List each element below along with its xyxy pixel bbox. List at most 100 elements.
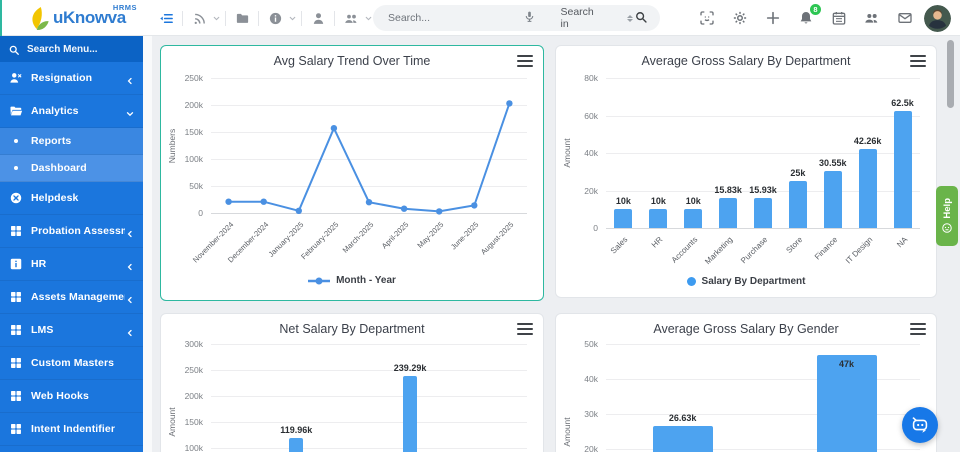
gridline <box>211 186 527 187</box>
x-axis-tick: Store <box>784 235 805 255</box>
chart-legend: Salary By Department <box>556 276 936 287</box>
gear-icon[interactable] <box>729 7 751 29</box>
sidebar-item-lms[interactable]: LMS <box>0 314 143 347</box>
microphone-icon[interactable] <box>523 10 539 26</box>
sidebar-item-label: LMS <box>31 324 54 336</box>
sidebar-item-web-hooks[interactable]: Web Hooks <box>0 380 143 413</box>
toolbar-divider <box>258 10 259 26</box>
sidebar-item-reports[interactable]: Reports <box>0 128 143 155</box>
legend-dot-marker <box>686 277 696 286</box>
chart-menu-icon[interactable] <box>910 322 926 336</box>
bar-value-label: 25k <box>790 168 806 179</box>
legend-line-marker <box>308 277 331 284</box>
notification-badge: 8 <box>809 3 822 16</box>
search-submit-icon[interactable] <box>634 10 650 26</box>
sidebar-item-dashboard[interactable]: Dashboard <box>0 155 143 182</box>
user-avatar[interactable] <box>924 5 951 32</box>
chevron-down-icon[interactable] <box>288 14 297 23</box>
gridline <box>211 213 527 214</box>
gridline <box>606 228 920 229</box>
grid-icon <box>8 323 23 338</box>
grid-icon <box>8 422 23 437</box>
chevron-down-icon[interactable] <box>364 14 373 23</box>
gridline <box>606 115 920 117</box>
chatbot-button[interactable] <box>902 407 938 443</box>
bar <box>754 198 772 228</box>
y-axis-tick: 250k <box>184 365 203 375</box>
calendar-icon[interactable] <box>828 7 850 29</box>
rss-icon[interactable] <box>187 6 211 30</box>
sidebar-item-assets-management[interactable]: Assets Management <box>0 281 143 314</box>
chevron-down-icon[interactable] <box>212 14 221 23</box>
sidebar-item-resignation[interactable]: Resignation <box>0 62 143 95</box>
sidebar-item-label: Assets Management <box>31 291 125 303</box>
brand-logo[interactable]: uKnowva HRMS <box>10 0 143 36</box>
bell-icon[interactable]: 8 <box>795 3 822 29</box>
chart-menu-icon[interactable] <box>517 322 533 336</box>
x-axis-tick: August-2025 <box>479 220 516 257</box>
plus-icon[interactable] <box>762 7 784 29</box>
x-axis-tick: NA <box>894 235 909 250</box>
folder-icon[interactable] <box>230 6 254 30</box>
y-axis-tick: 30k <box>584 409 598 419</box>
bar-value-label: 10k <box>650 196 666 207</box>
sidebar-search[interactable] <box>0 36 143 62</box>
help-tab[interactable]: Help <box>936 186 958 246</box>
vertical-scrollbar-thumb[interactable] <box>947 40 954 108</box>
sidebar-search-input[interactable] <box>27 43 135 55</box>
face-scan-icon[interactable] <box>696 7 718 29</box>
y-axis-tick: 250k <box>184 73 203 83</box>
y-axis-tick: 300k <box>184 339 203 349</box>
data-point <box>400 205 408 212</box>
sidebar-item-analytics[interactable]: Analytics <box>0 95 143 128</box>
data-point <box>471 202 478 209</box>
search-input[interactable] <box>373 12 523 24</box>
grid-icon <box>8 389 23 404</box>
toolbar-divider <box>225 10 226 26</box>
info-icon[interactable] <box>263 6 287 30</box>
team-icon[interactable] <box>861 7 883 29</box>
y-axis-tick: 50k <box>189 181 203 191</box>
chart-menu-icon[interactable] <box>910 54 926 68</box>
users-icon[interactable] <box>339 6 363 30</box>
bar-value-label: 62.5k <box>891 97 914 108</box>
chart-menu-icon[interactable] <box>517 54 533 68</box>
sidebar-item-label: Web Hooks <box>31 390 89 402</box>
sidebar-item-helpdesk[interactable]: Helpdesk <box>0 182 143 215</box>
sidebar-item-probation-assessment[interactable]: Probation Assessment <box>0 215 143 248</box>
bar-value-label: 47k <box>839 358 855 369</box>
gridline <box>606 190 920 192</box>
chart-plot: 0 50k 100k 150k 200k 250k Numbers November-2024… <box>161 46 543 300</box>
sidebar-item-hr[interactable]: HR <box>0 248 143 281</box>
grid-icon <box>8 224 23 239</box>
bar-value-label: 239.29k <box>393 362 427 373</box>
bar <box>614 209 633 228</box>
search-scope-select[interactable]: Search in <box>560 6 594 30</box>
scope-caret-icon[interactable] <box>627 14 634 22</box>
bar <box>289 437 304 452</box>
y-axis-label: Amount <box>562 138 572 168</box>
sidebar-item-custom-masters[interactable]: Custom Masters <box>0 347 143 380</box>
bar <box>788 181 807 228</box>
user-icon[interactable] <box>306 6 330 30</box>
grid-icon <box>8 356 23 371</box>
sidebar-item-intent-indentifier[interactable]: Intent Indentifier <box>0 413 143 446</box>
robot-chat-icon <box>912 417 928 433</box>
sidebar-item-label: Probation Assessment <box>31 225 125 237</box>
chart-legend: Month - Year <box>161 275 543 286</box>
main-content: Avg Salary Trend Over Time 0 50k 100k 150k 2… <box>143 36 960 452</box>
sidebar-toggle-icon[interactable] <box>154 6 178 30</box>
sidebar-item-label: Intent Indentifier <box>31 423 116 435</box>
y-axis-tick: 80k <box>584 73 598 83</box>
mail-icon[interactable] <box>894 7 916 29</box>
global-search-bar: Search in <box>373 5 660 31</box>
chevron-left-icon <box>125 325 135 337</box>
chart-card-net-salary-by-department: Net Salary By Department 050k100k150k200… <box>160 313 544 452</box>
sidebar-item-label: HR <box>31 258 47 270</box>
data-point <box>436 208 443 215</box>
chevron-left-icon <box>125 292 135 304</box>
bar <box>719 198 738 228</box>
bar-value-label: 15.93k <box>749 185 777 196</box>
